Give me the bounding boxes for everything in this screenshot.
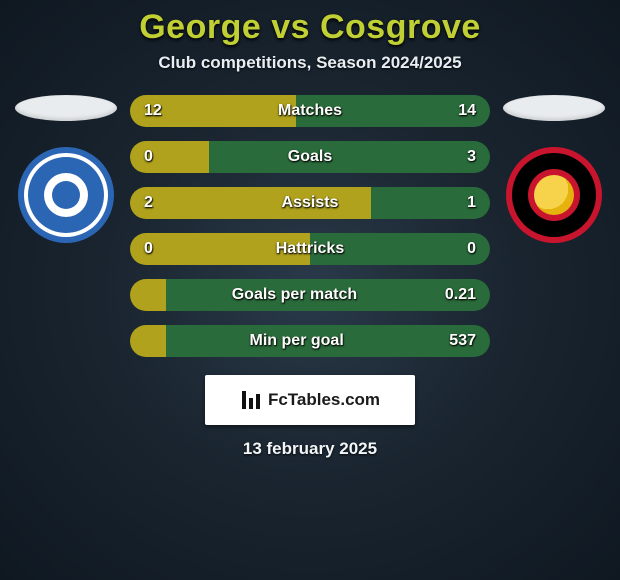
stat-labels: 12 Matches 14 [130,95,490,127]
stat-row: 0 Hattricks 0 [130,233,490,265]
player-photo-placeholder-right [503,95,605,121]
stat-label: Goals [288,148,332,166]
stat-labels: Min per goal 537 [130,325,490,357]
stat-label: Matches [278,102,342,120]
subtitle: Club competitions, Season 2024/2025 [0,53,620,73]
stat-value-right: 0 [467,240,476,258]
page-title: George vs Cosgrove [0,8,620,47]
main-layout: HT 12 Matches 14 0 Goals 3 2 Assists 1 0 Hattricks… [0,95,620,357]
team-badge-right [506,147,602,243]
stat-labels: 0 Goals 3 [130,141,490,173]
player-photo-placeholder-left [15,95,117,121]
watermark: FcTables.com [205,375,415,425]
stat-labels: 0 Hattricks 0 [130,233,490,265]
stat-label: Hattricks [276,240,344,258]
stat-value-left: 0 [144,240,153,258]
stat-labels: 2 Assists 1 [130,187,490,219]
stat-row: 0 Goals 3 [130,141,490,173]
stat-label: Assists [282,194,339,212]
stat-value-right: 537 [449,332,476,350]
stat-value-right: 3 [467,148,476,166]
stat-value-right: 14 [458,102,476,120]
comparison-card: George vs Cosgrove Club competitions, Se… [0,0,620,580]
watermark-text: FcTables.com [268,390,380,410]
stat-row: Goals per match 0.21 [130,279,490,311]
right-side [498,95,610,243]
stat-row: 12 Matches 14 [130,95,490,127]
stat-value-left: 2 [144,194,153,212]
stat-label: Min per goal [250,332,344,350]
stat-bars: 12 Matches 14 0 Goals 3 2 Assists 1 0 Hattricks 0 Go… [130,95,490,357]
stat-value-left: 0 [144,148,153,166]
team-badge-left: HT [18,147,114,243]
stat-value-left: 12 [144,102,162,120]
stat-value-right: 0.21 [445,286,476,304]
stat-row: Min per goal 537 [130,325,490,357]
date-text: 13 february 2025 [0,439,620,459]
watermark-icon [240,391,262,409]
stat-value-right: 1 [467,194,476,212]
stat-row: 2 Assists 1 [130,187,490,219]
left-side: HT [10,95,122,243]
stat-labels: Goals per match 0.21 [130,279,490,311]
stat-label: Goals per match [232,286,357,304]
